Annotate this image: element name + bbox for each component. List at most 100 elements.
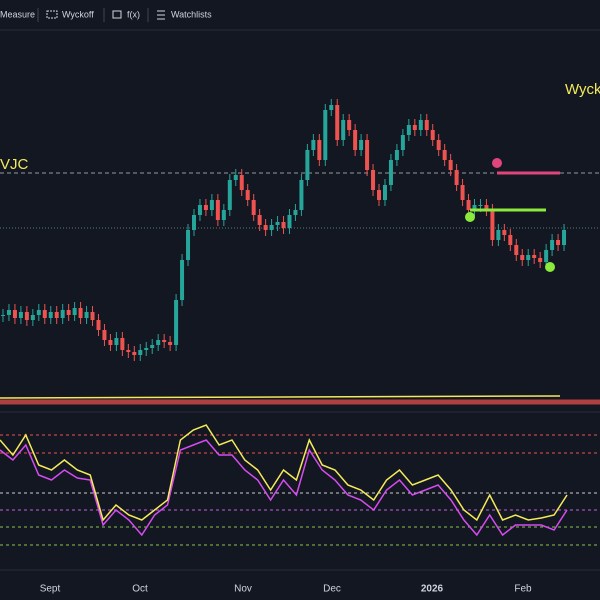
candle: [18, 312, 23, 318]
candle: [448, 160, 453, 170]
candle: [466, 200, 471, 210]
candle: [180, 260, 185, 300]
candle: [12, 310, 17, 318]
candle: [54, 312, 59, 318]
candle: [120, 338, 125, 350]
candle: [287, 215, 292, 228]
candle: [42, 310, 47, 318]
watchlist-icon: [157, 10, 165, 20]
candle: [72, 308, 77, 315]
candle: [490, 210, 495, 240]
candle: [496, 230, 501, 240]
candle: [174, 300, 179, 345]
candle: [48, 312, 53, 318]
candle: [30, 315, 35, 320]
candle: [96, 320, 101, 330]
candle: [418, 120, 423, 130]
toolbar-item[interactable]: Wyckoff: [62, 9, 94, 19]
candle: [472, 205, 477, 210]
oscillator-line: [0, 424, 568, 522]
candle: [377, 190, 382, 200]
candle: [388, 160, 393, 185]
candle: [150, 345, 155, 348]
candle: [144, 348, 149, 350]
candle: [311, 140, 316, 150]
candle: [341, 120, 346, 140]
candle: [221, 210, 226, 220]
candle: [454, 170, 459, 185]
candle: [6, 310, 11, 315]
fx-icon: [112, 10, 122, 19]
candle: [239, 175, 244, 190]
candle: [514, 245, 519, 255]
candle: [359, 140, 364, 150]
candle: [251, 200, 256, 215]
candle: [406, 125, 411, 135]
x-tick-label: Nov: [234, 584, 252, 595]
wyckoff-icon: [46, 10, 58, 19]
candle: [556, 240, 561, 245]
candle: [215, 200, 220, 220]
candle: [102, 330, 107, 340]
candle: [371, 170, 376, 190]
symbol-label: VJC: [0, 156, 29, 173]
candle: [502, 230, 507, 235]
candle: [36, 310, 41, 315]
toolbar-item[interactable]: Watchlists: [171, 9, 212, 19]
candle: [245, 190, 250, 200]
candle: [263, 225, 268, 230]
candle: [162, 340, 167, 342]
candle: [323, 110, 328, 160]
candle: [436, 140, 441, 150]
candle: [114, 338, 119, 345]
candle: [424, 120, 429, 130]
candle: [209, 200, 214, 210]
x-tick-label: Oct: [132, 584, 148, 595]
candle: [203, 205, 208, 210]
x-tick-label: 2026: [421, 584, 444, 595]
candle: [78, 308, 83, 318]
candle: [108, 340, 113, 345]
candle: [60, 310, 65, 318]
candle: [478, 205, 483, 206]
candle: [544, 250, 549, 262]
candle: [257, 215, 262, 225]
candle: [329, 105, 334, 110]
volume-ma: [0, 395, 561, 399]
candle: [24, 312, 29, 320]
candle: [227, 180, 232, 210]
indicator-label: Wyck: [565, 81, 600, 98]
signal-dot: [545, 262, 555, 272]
candle: [430, 130, 435, 140]
candle: [365, 140, 370, 170]
candle: [442, 150, 447, 160]
candle: [353, 130, 358, 150]
candle: [484, 205, 489, 210]
candle: [1, 315, 5, 316]
candle: [532, 255, 537, 258]
candle: [508, 235, 513, 245]
candle: [382, 185, 387, 200]
candle: [233, 175, 238, 180]
x-tick-label: Feb: [514, 584, 532, 595]
candle: [168, 342, 173, 345]
candle: [191, 215, 196, 230]
candle: [520, 255, 525, 260]
candle: [538, 258, 543, 262]
toolbar-item[interactable]: Measure: [0, 9, 35, 19]
signal-dot: [492, 158, 502, 168]
candle: [412, 125, 417, 130]
candle: [562, 230, 567, 245]
toolbar: [0, 0, 600, 30]
candle: [299, 180, 304, 210]
candle: [126, 350, 131, 352]
candle: [84, 312, 89, 318]
candle: [269, 225, 274, 230]
candle: [347, 120, 352, 130]
candle: [400, 135, 405, 150]
candle: [156, 340, 161, 345]
candle: [281, 222, 286, 228]
toolbar-item[interactable]: f(x): [127, 9, 140, 19]
candle: [275, 222, 280, 225]
